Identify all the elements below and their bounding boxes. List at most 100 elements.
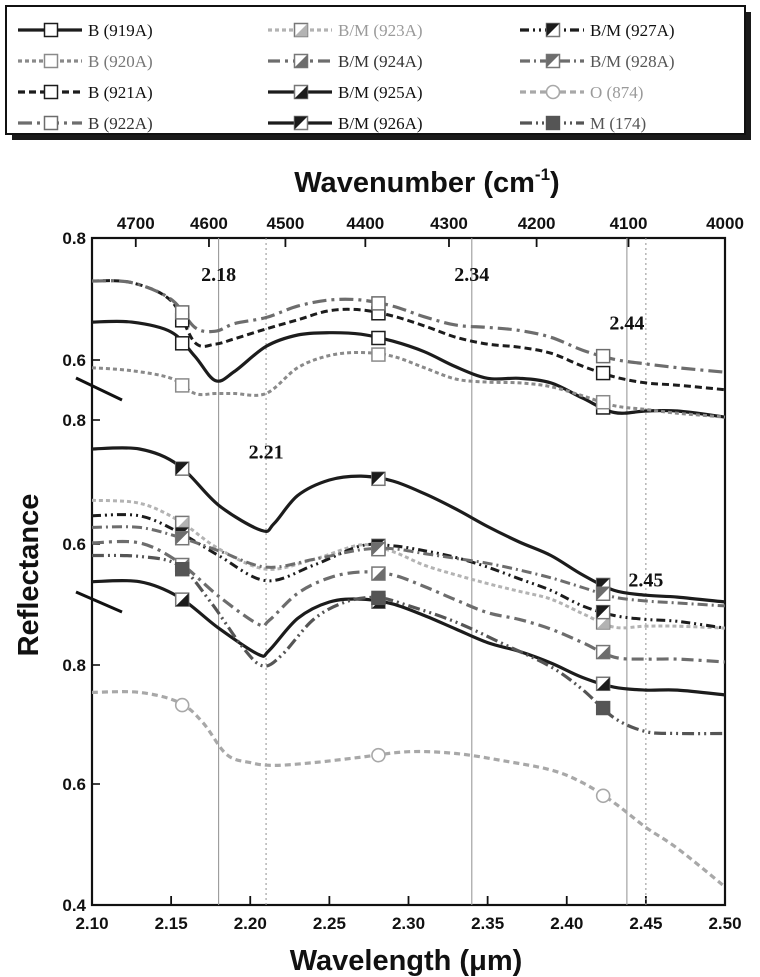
series-b-m-926a-marker-2-fill xyxy=(371,472,385,486)
legend-entry-b-m-926a-marker xyxy=(293,115,309,131)
series-b-m-924a-line xyxy=(91,539,726,664)
legend-entry-b-m-924a: B/M (924A) xyxy=(268,52,423,71)
legend-entry-b-921a-marker-shape xyxy=(43,84,59,100)
series-b-922a-marker-3-shape xyxy=(595,348,611,364)
series-b-m-923a-marker-1-fill xyxy=(175,516,189,530)
legend-entry-b-m-924a-marker xyxy=(293,53,309,69)
x-tick-label-2-1: 2.10 xyxy=(75,914,108,933)
legend-entry-b-922a: B (922A) xyxy=(18,114,153,133)
legend-entry-b-m-924a-marker-fill xyxy=(294,54,308,68)
series-b-922a-marker-2-shape xyxy=(371,296,386,311)
series-b-920a-marker-2-shape xyxy=(371,347,386,362)
series-b-m-928a-marker-1 xyxy=(174,530,190,546)
legend-entry-b-919a: B (919A) xyxy=(18,21,153,40)
legend-entry-b-m-927a-label: B/M (927A) xyxy=(590,21,675,40)
top-tick-label-4700: 4700 xyxy=(117,214,155,233)
series-o-874-marker-2-shape xyxy=(371,747,386,763)
axes: 2.10 2.15 2.20 2.25 2.30 2.35 2.40 2.45 2.50 4700… xyxy=(62,214,744,933)
annotation-2-34: 2.34 xyxy=(454,264,489,286)
series-b-920a-marker-3-shape xyxy=(595,394,611,410)
x-tick-label-2-25: 2.25 xyxy=(313,914,346,933)
series-o-874-marker-3 xyxy=(595,788,611,804)
top-tick-label-4600: 4600 xyxy=(190,214,228,233)
legend-entry-b-919a-label: B (919A) xyxy=(88,21,153,40)
x-tick-label-2-5: 2.50 xyxy=(708,914,741,933)
series-b-919a-marker-2 xyxy=(371,330,386,346)
series-b-m-928a-marker-2 xyxy=(371,541,386,557)
series-b-m-927a-marker-3 xyxy=(595,604,611,620)
legend-entry-b-m-928a-marker-fill xyxy=(546,54,560,68)
series-b-919a-line xyxy=(91,319,726,419)
series-b-m-926a-marker-1 xyxy=(174,461,190,476)
series-b-m-925a-marker-1 xyxy=(174,592,190,607)
series-b-920a-line xyxy=(91,350,726,419)
axis-break-2 xyxy=(75,590,123,614)
series-m-174-marker-3 xyxy=(595,700,611,716)
legend-entry-b-922a-marker-shape xyxy=(43,115,59,131)
series-b-m-928a-line xyxy=(91,525,726,608)
legend-entry-b-m-923a: B/M (923A) xyxy=(268,21,423,40)
series-b-920a-marker-1-shape xyxy=(174,378,190,393)
series-b-m-924a-marker-2 xyxy=(371,566,386,581)
series-b-m-924a-marker-2-fill xyxy=(371,567,385,581)
legend-entry-o-874-marker xyxy=(545,84,561,100)
series-b-m-927a-marker-3-fill xyxy=(596,605,610,619)
legend-entry-b-m-927a-marker xyxy=(545,22,561,38)
legend-entry-b-919a-marker-shape xyxy=(43,22,59,38)
legend-entry-o-874-marker-shape xyxy=(545,84,561,100)
legend-entry-o-874-label: O (874) xyxy=(590,83,643,102)
x-tick-label-2-3: 2.30 xyxy=(392,914,425,933)
legend-entry-b-m-925a-label: B/M (925A) xyxy=(338,83,423,102)
series-b-m-928a-marker-3-fill xyxy=(596,587,610,601)
series-b-m-927a-line xyxy=(91,513,726,630)
series-b-m-925a-line xyxy=(91,578,726,697)
series-b-m-925a-marker-3 xyxy=(595,676,611,692)
series-b-m-923a-marker-1 xyxy=(174,515,190,531)
series-b-920a-marker-1 xyxy=(174,378,190,393)
top-axis-title-sup: -1 xyxy=(535,165,550,184)
legend-entry-b-921a: B (921A) xyxy=(18,83,153,102)
series-b-922a-marker-2 xyxy=(371,296,386,311)
series-b-m-928a-marker-3 xyxy=(595,586,611,602)
annotations: 2.18 2.34 2.44 2.21 2.45 xyxy=(201,264,663,591)
x-tick-label-2-2: 2.20 xyxy=(234,914,267,933)
annotation-2-44: 2.44 xyxy=(609,313,644,335)
y-axis-title: Reflectance xyxy=(13,494,45,657)
series-b-922a-marker-1 xyxy=(174,305,190,320)
legend-entry-m-174: M (174) xyxy=(520,114,646,133)
series-o-874-line xyxy=(91,690,727,889)
series-m-174-marker-3-shape xyxy=(595,700,611,716)
series-b-922a-marker-1-shape xyxy=(174,305,190,320)
series-b-m-926a-line xyxy=(91,446,726,604)
legend-entry-b-922a-label: B (922A) xyxy=(88,114,153,133)
legend-entry-o-874: O (874) xyxy=(520,83,643,102)
top-tick-label-4400: 4400 xyxy=(346,214,384,233)
legend-entry-b-m-926a-marker-fill xyxy=(294,116,308,130)
top-tick-label-4300: 4300 xyxy=(430,214,468,233)
y-tick-label-bottom-0-4: 0.4 xyxy=(62,896,86,915)
legend-entry-b-920a: B (920A) xyxy=(18,52,153,71)
annotation-2-21: 2.21 xyxy=(249,442,284,464)
series-o-874-marker-2 xyxy=(371,747,386,763)
y-tick-label-middle-0-6: 0.6 xyxy=(62,535,86,554)
series-b-922a-marker-3 xyxy=(595,348,611,364)
series-o-874-marker-1-shape xyxy=(174,697,190,713)
legend-entry-m-174-label: M (174) xyxy=(590,114,646,133)
series-b-921a-line xyxy=(91,279,726,392)
legend-entry-b-m-928a: B/M (928A) xyxy=(520,52,675,71)
series-b-919a-marker-1 xyxy=(174,336,190,351)
annotation-2-18: 2.18 xyxy=(201,264,236,286)
series-o-874-marker-3-shape xyxy=(595,788,611,804)
legend-entry-b-m-927a-marker-fill xyxy=(546,23,560,37)
legend-entry-b-919a-marker xyxy=(43,22,59,38)
legend-entry-b-m-928a-marker xyxy=(545,53,561,69)
y-tick-label-middle-0-8: 0.8 xyxy=(62,411,86,430)
legend-entry-b-m-924a-label: B/M (924A) xyxy=(338,52,423,71)
legend-entry-b-m-925a-marker-fill xyxy=(294,85,308,99)
legend-entry-b-m-927a: B/M (927A) xyxy=(520,21,675,40)
series-m-174-marker-1 xyxy=(175,562,190,577)
legend-entry-b-920a-marker-shape xyxy=(43,53,59,69)
legend-entry-b-920a-label: B (920A) xyxy=(88,52,153,71)
series-b-921a-marker-3 xyxy=(595,365,611,381)
